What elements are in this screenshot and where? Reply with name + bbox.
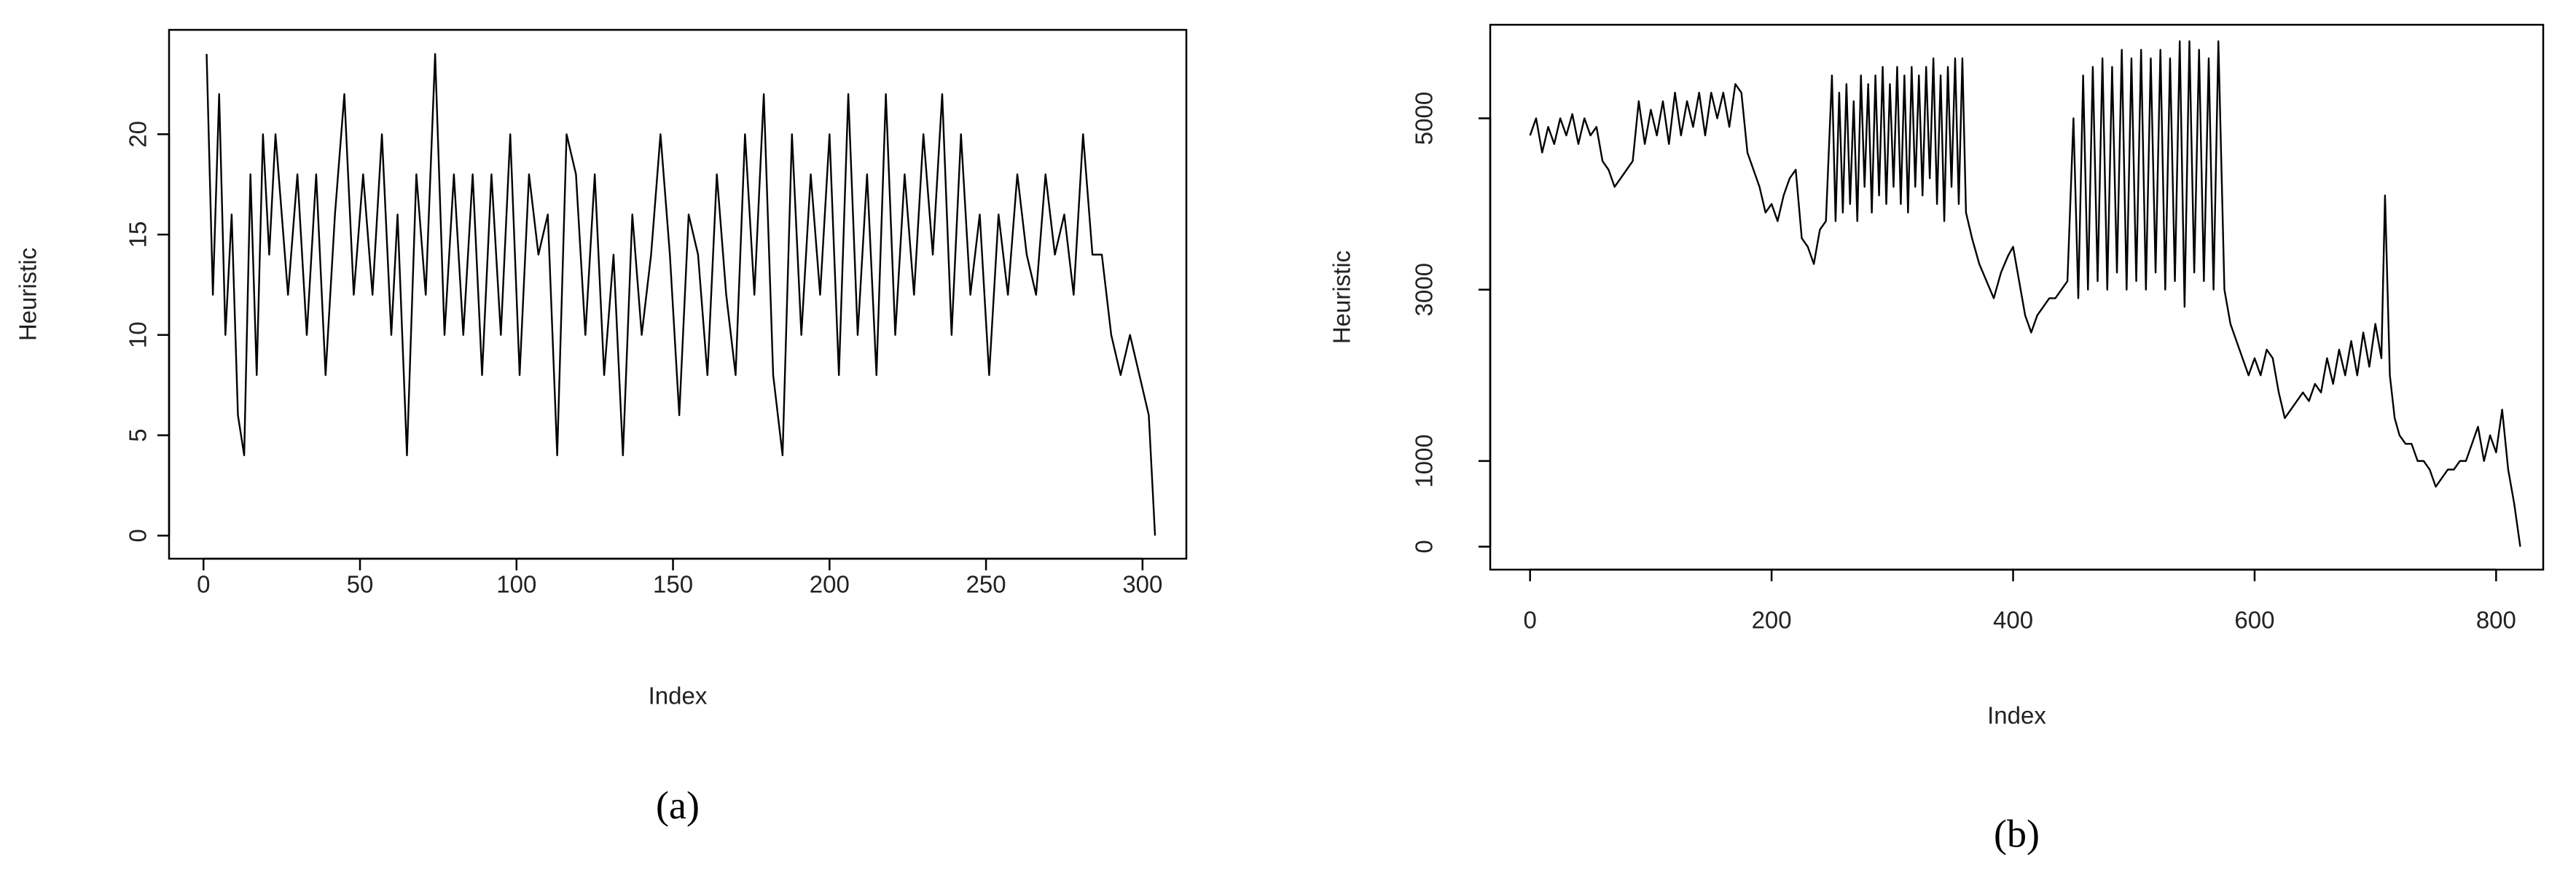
y-tick-label: 10: [125, 321, 152, 348]
x-tick-label: 400: [1993, 607, 2033, 634]
x-tick-label: 300: [1122, 571, 1162, 598]
y-tick-label: 5000: [1411, 92, 1438, 145]
x-tick-label: 200: [810, 571, 850, 598]
caption: (b): [1994, 811, 2040, 855]
y-tick-label: 15: [125, 221, 152, 248]
x-tick-label: 0: [197, 571, 210, 598]
x-tick-label: 150: [653, 571, 693, 598]
x-axis-label: Index: [1987, 702, 2046, 729]
y-axis-label: Heuristic: [15, 248, 42, 341]
y-axis-label: Heuristic: [1328, 251, 1355, 344]
x-tick-label: 250: [966, 571, 1006, 598]
x-tick-label: 50: [347, 571, 374, 598]
data-line: [205, 52, 1156, 536]
y-tick-label: 0: [1411, 540, 1438, 553]
y-tick-label: 20: [125, 121, 152, 148]
x-tick-label: 100: [496, 571, 536, 598]
x-tick-label: 0: [1524, 607, 1537, 634]
data-line: [1529, 40, 2521, 547]
x-tick-label: 800: [2476, 607, 2516, 634]
y-tick-label: 1000: [1411, 434, 1438, 487]
plot-frame: [1489, 23, 2545, 571]
x-axis-label: Index: [649, 683, 708, 709]
y-tick-label: 3000: [1411, 263, 1438, 316]
x-tick-label: 200: [1752, 607, 1792, 634]
y-tick-label: 5: [125, 428, 152, 441]
y-tick-label: 0: [125, 529, 152, 542]
caption: (a): [656, 783, 700, 827]
x-tick-label: 600: [2234, 607, 2274, 634]
